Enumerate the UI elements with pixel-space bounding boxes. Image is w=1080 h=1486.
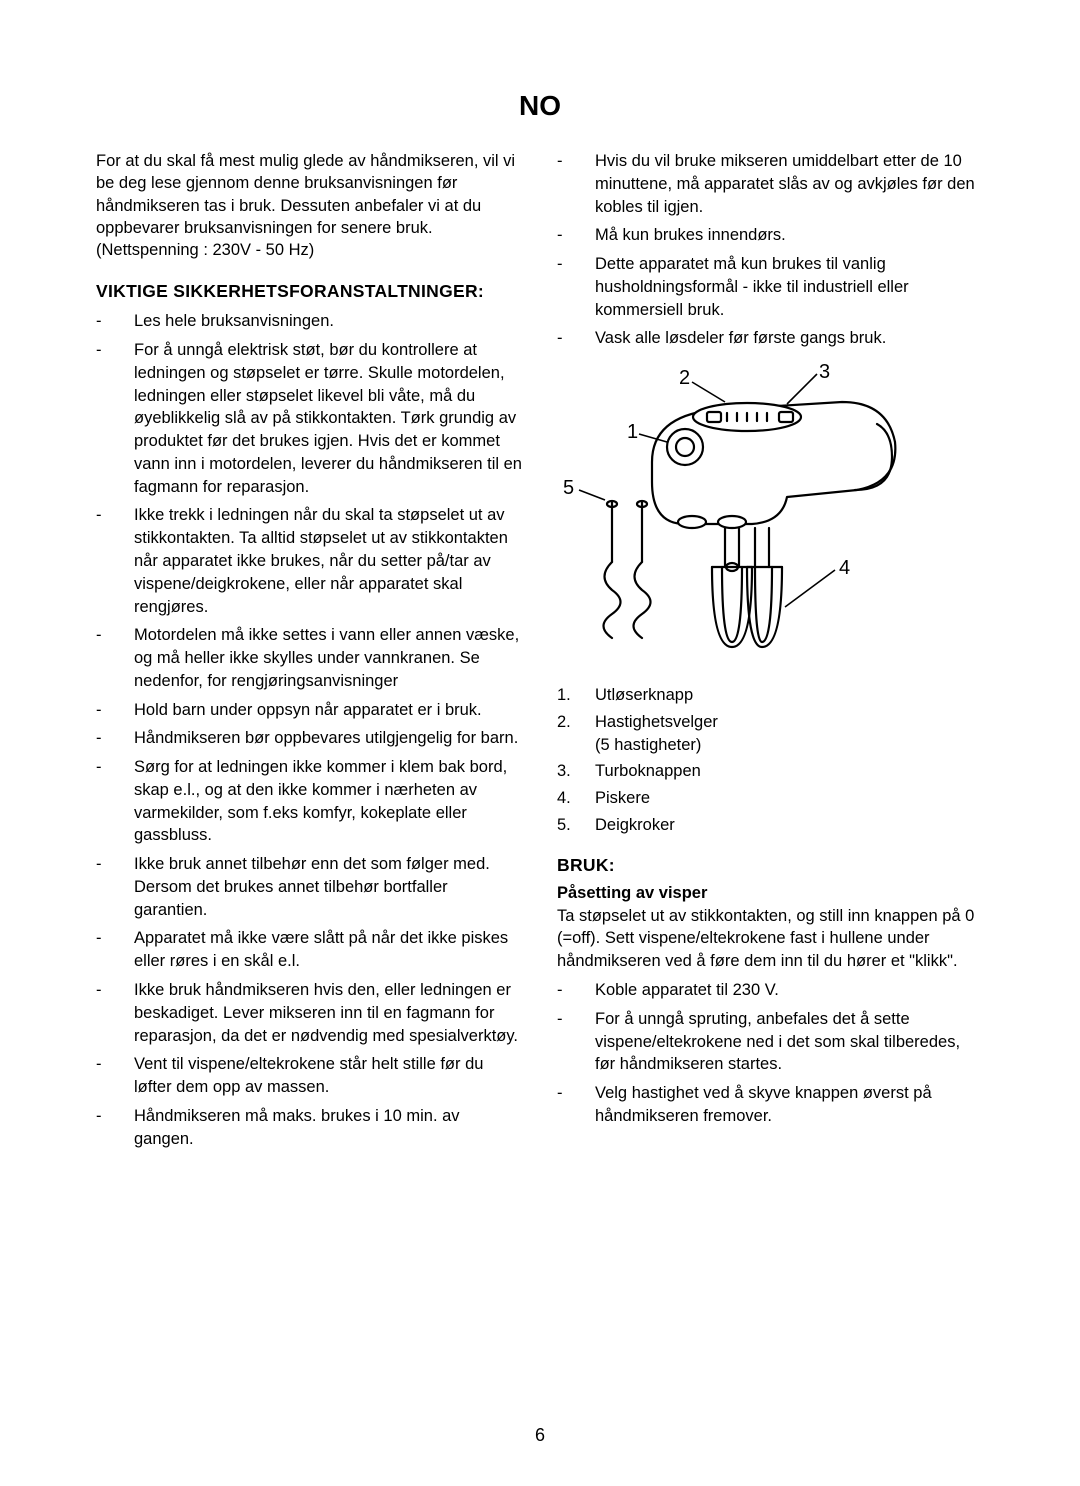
list-item: -For å unngå elektrisk støt, bør du kont… [96,339,523,498]
list-dash: - [96,756,134,847]
parts-list-item: 2.Hastighetsvelger (5 hastigheter) [557,711,984,757]
column-left: For at du skal få mest mulig glede av hå… [96,150,523,1156]
list-item: -Dette apparatet må kun brukes til vanli… [557,253,984,321]
parts-number: 1. [557,684,595,707]
list-dash: - [96,1105,134,1151]
mixer-diagram: 1 2 3 4 5 [557,362,984,662]
parts-list: 1.Utløserknapp2.Hastighetsvelger (5 hast… [557,684,984,837]
list-item: -Apparatet må ikke være slått på når det… [96,927,523,973]
language-header: NO [96,90,984,122]
list-item-text: Vent til vispene/eltekrokene står helt s… [134,1053,523,1099]
usage-paragraph: Ta støpselet ut av stikkontakten, og sti… [557,905,984,973]
list-item-text: For å unngå elektrisk støt, bør du kontr… [134,339,523,498]
list-dash: - [557,979,595,1002]
list-item: -Vask alle løsdeler før første gangs bru… [557,327,984,350]
column-right: -Hvis du vil bruke mikseren umiddelbart … [557,150,984,1156]
parts-number: 5. [557,814,595,837]
fig-label-5: 5 [563,477,574,499]
parts-list-item: 3.Turboknappen [557,760,984,783]
list-dash: - [557,327,595,350]
list-item-text: Ikke bruk annet tilbehør enn det som føl… [134,853,523,921]
list-item: -Ikke bruk håndmikseren hvis den, eller … [96,979,523,1047]
list-item: -Må kun brukes innendørs. [557,224,984,247]
list-dash: - [557,224,595,247]
parts-list-item: 1.Utløserknapp [557,684,984,707]
list-dash: - [96,1053,134,1099]
intro-paragraph: For at du skal få mest mulig glede av hå… [96,150,523,261]
parts-label: Piskere [595,787,984,810]
list-item: -Hvis du vil bruke mikseren umiddelbart … [557,150,984,218]
usage-list: -Koble apparatet til 230 V.-For å unngå … [557,979,984,1128]
page-number: 6 [0,1425,1080,1446]
list-item-text: Koble apparatet til 230 V. [595,979,984,1002]
list-dash: - [557,150,595,218]
list-item-text: Vask alle løsdeler før første gangs bruk… [595,327,984,350]
list-item: -For å unngå spruting, anbefales det å s… [557,1008,984,1076]
list-item: -Sørg for at ledningen ikke kommer i kle… [96,756,523,847]
list-dash: - [96,310,134,333]
parts-label: Utløserknapp [595,684,984,707]
list-item-text: Håndmikseren må maks. brukes i 10 min. a… [134,1105,523,1151]
list-item-text: Hold barn under oppsyn når apparatet er … [134,699,523,722]
fig-label-3: 3 [819,362,830,383]
list-item-text: Ikke trekk i ledningen når du skal ta st… [134,504,523,618]
parts-number: 4. [557,787,595,810]
list-item: -Koble apparatet til 230 V. [557,979,984,1002]
list-dash: - [96,339,134,498]
fig-label-2: 2 [679,367,690,389]
list-item-text: For å unngå spruting, anbefales det å se… [595,1008,984,1076]
parts-label: Deigkroker [595,814,984,837]
list-item: -Håndmikseren må maks. brukes i 10 min. … [96,1105,523,1151]
list-item: -Ikke trekk i ledningen når du skal ta s… [96,504,523,618]
parts-label: Turboknappen [595,760,984,783]
list-dash: - [557,1082,595,1128]
list-item: -Motordelen må ikke settes i vann eller … [96,624,523,692]
safety-list-right: -Hvis du vil bruke mikseren umiddelbart … [557,150,984,350]
list-item: -Hold barn under oppsyn når apparatet er… [96,699,523,722]
list-item: -Ikke bruk annet tilbehør enn det som fø… [96,853,523,921]
manual-page: NO For at du skal få mest mulig glede av… [0,0,1080,1196]
usage-heading: BRUK: [557,855,984,876]
list-dash: - [96,727,134,750]
list-item-text: Apparatet må ikke være slått på når det … [134,927,523,973]
list-item: -Les hele bruksanvisningen. [96,310,523,333]
list-item-text: Sørg for at ledningen ikke kommer i klem… [134,756,523,847]
list-item-text: Hvis du vil bruke mikseren umiddelbart e… [595,150,984,218]
list-dash: - [96,853,134,921]
parts-number: 2. [557,711,595,757]
list-item: -Vent til vispene/eltekrokene står helt … [96,1053,523,1099]
safety-heading: VIKTIGE SIKKERHETSFORANSTALTNINGER: [96,281,523,302]
list-item-text: Dette apparatet må kun brukes til vanlig… [595,253,984,321]
list-dash: - [96,504,134,618]
list-item-text: Motordelen må ikke settes i vann eller a… [134,624,523,692]
list-item: -Velg hastighet ved å skyve knappen øver… [557,1082,984,1128]
list-dash: - [557,253,595,321]
parts-list-item: 4.Piskere [557,787,984,810]
fig-label-1: 1 [627,421,638,443]
fig-label-4: 4 [839,557,850,579]
usage-subheading: Påsetting av visper [557,884,984,903]
list-dash: - [557,1008,595,1076]
list-item-text: Håndmikseren bør oppbevares utilgjengeli… [134,727,523,750]
parts-number: 3. [557,760,595,783]
list-dash: - [96,624,134,692]
parts-list-item: 5.Deigkroker [557,814,984,837]
list-item-text: Velg hastighet ved å skyve knappen øvers… [595,1082,984,1128]
list-item-text: Må kun brukes innendørs. [595,224,984,247]
list-dash: - [96,927,134,973]
list-item-text: Ikke bruk håndmikseren hvis den, eller l… [134,979,523,1047]
list-item: -Håndmikseren bør oppbevares utilgjengel… [96,727,523,750]
list-item-text: Les hele bruksanvisningen. [134,310,523,333]
parts-label: Hastighetsvelger (5 hastigheter) [595,711,984,757]
list-dash: - [96,699,134,722]
two-column-layout: For at du skal få mest mulig glede av hå… [96,150,984,1156]
safety-list-left: -Les hele bruksanvisningen.-For å unngå … [96,310,523,1150]
list-dash: - [96,979,134,1047]
